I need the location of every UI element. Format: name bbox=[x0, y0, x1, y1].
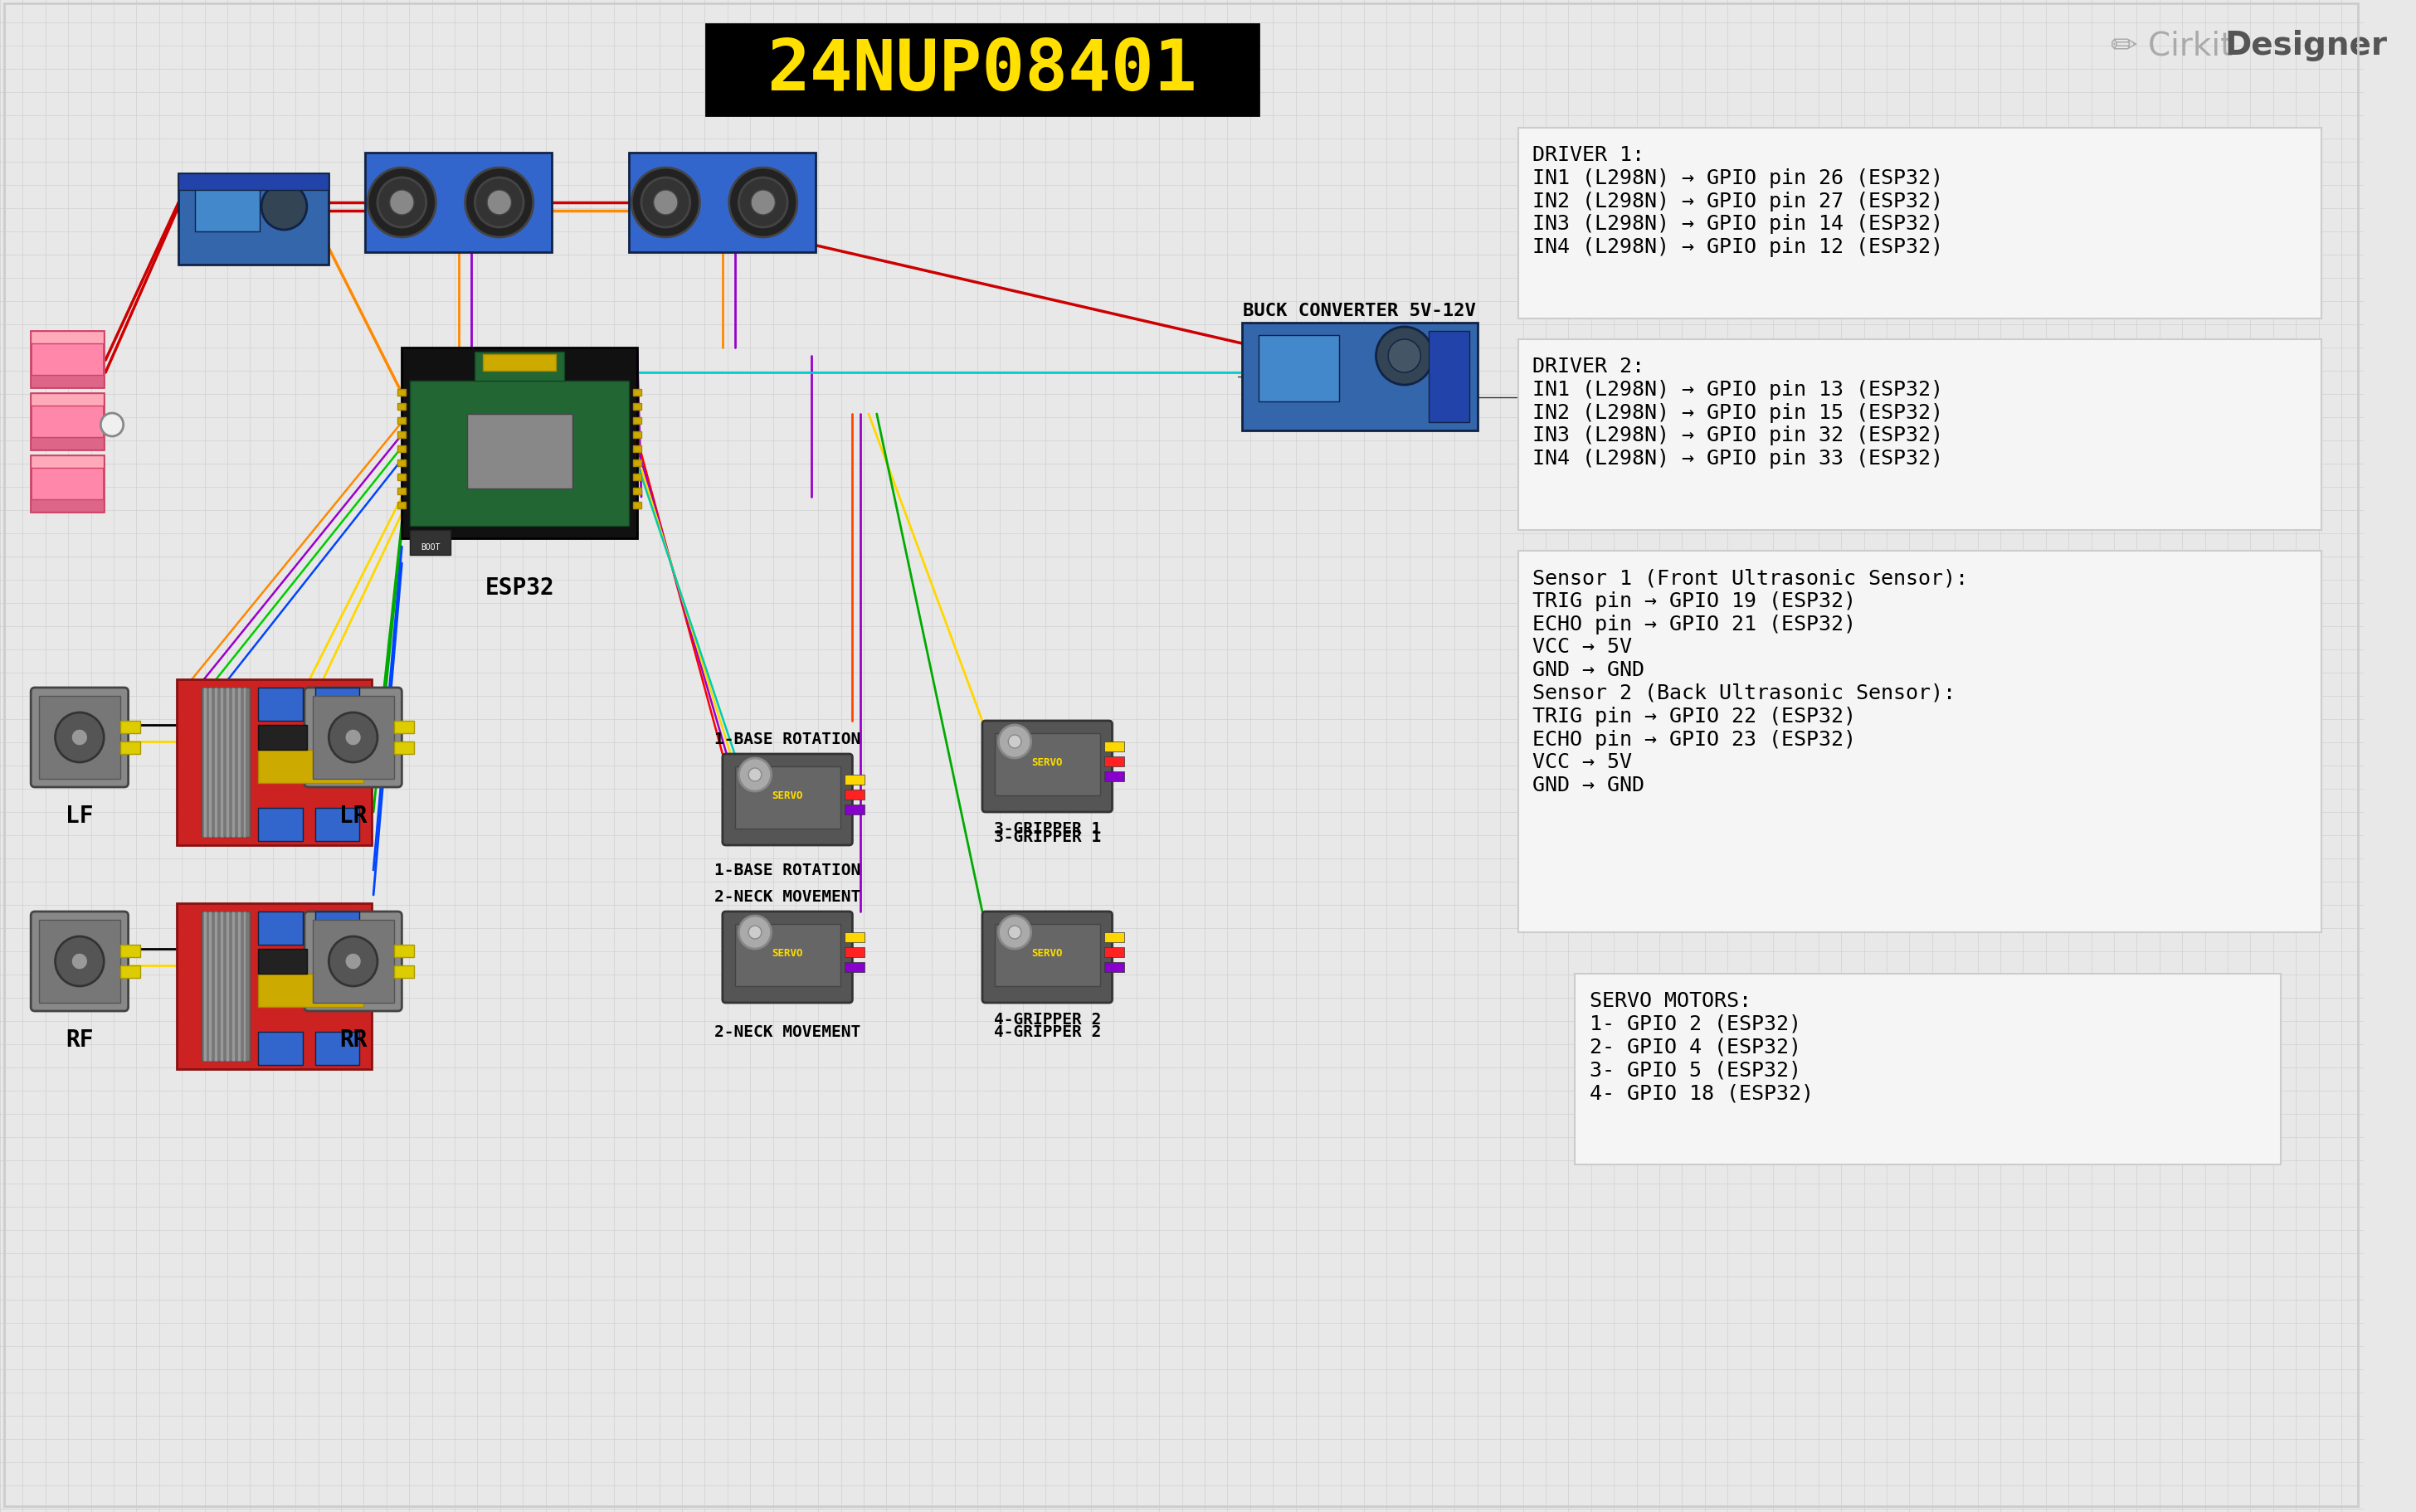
Bar bbox=[1259, 336, 1338, 402]
Bar bbox=[1104, 742, 1123, 751]
Bar bbox=[208, 688, 213, 838]
Circle shape bbox=[345, 953, 362, 969]
Bar bbox=[1517, 552, 2322, 933]
Bar bbox=[633, 488, 640, 494]
Bar bbox=[121, 966, 140, 978]
Bar bbox=[31, 393, 104, 407]
Bar bbox=[399, 460, 406, 467]
Bar bbox=[237, 912, 239, 1061]
Bar bbox=[1428, 331, 1469, 423]
Bar bbox=[31, 393, 104, 451]
Text: SERVO MOTORS:
1- GPIO 2 (ESP32)
2- GPIO 4 (ESP32)
3- GPIO 5 (ESP32)
4- GPIO 18 (: SERVO MOTORS: 1- GPIO 2 (ESP32) 2- GPIO … bbox=[1590, 990, 1814, 1102]
Bar bbox=[1517, 340, 2322, 531]
Text: 4-GRIPPER 2: 4-GRIPPER 2 bbox=[993, 1024, 1102, 1040]
Circle shape bbox=[377, 178, 425, 228]
Bar bbox=[203, 688, 205, 838]
Bar bbox=[259, 809, 302, 841]
Circle shape bbox=[488, 191, 512, 216]
Bar bbox=[215, 688, 217, 838]
Circle shape bbox=[367, 168, 435, 237]
Bar bbox=[1517, 129, 2322, 319]
Circle shape bbox=[739, 916, 771, 950]
Bar bbox=[259, 974, 365, 1007]
Bar bbox=[121, 945, 140, 957]
Bar bbox=[259, 950, 307, 974]
Bar bbox=[259, 912, 302, 945]
Text: 24NUP08401: 24NUP08401 bbox=[768, 36, 1198, 104]
Bar bbox=[259, 688, 302, 721]
Bar bbox=[1104, 948, 1123, 957]
Bar bbox=[411, 531, 449, 555]
Bar bbox=[220, 688, 222, 838]
Bar bbox=[31, 437, 104, 451]
Text: 1-BASE ROTATION: 1-BASE ROTATION bbox=[715, 862, 860, 878]
Bar bbox=[232, 912, 234, 1061]
Bar bbox=[633, 417, 640, 425]
Circle shape bbox=[72, 953, 87, 969]
Bar bbox=[31, 375, 104, 389]
Bar bbox=[215, 912, 217, 1061]
Circle shape bbox=[329, 712, 377, 762]
Bar bbox=[394, 966, 413, 978]
Bar bbox=[314, 809, 360, 841]
Bar bbox=[394, 742, 413, 754]
Bar bbox=[399, 432, 406, 438]
FancyBboxPatch shape bbox=[31, 912, 128, 1012]
Bar bbox=[314, 1033, 360, 1064]
Circle shape bbox=[739, 178, 788, 228]
Bar bbox=[208, 912, 213, 1061]
Bar bbox=[466, 414, 573, 488]
Bar bbox=[734, 924, 841, 986]
Bar bbox=[121, 742, 140, 754]
Text: DRIVER 1:
IN1 (L298N) → GPIO pin 26 (ESP32)
IN2 (L298N) → GPIO pin 27 (ESP32)
IN: DRIVER 1: IN1 (L298N) → GPIO pin 26 (ESP… bbox=[1532, 145, 1942, 257]
Bar bbox=[39, 697, 121, 779]
Circle shape bbox=[329, 937, 377, 986]
Text: Sensor 1 (Front Ultrasonic Sensor):
TRIG pin → GPIO 19 (ESP32)
ECHO pin → GPIO 2: Sensor 1 (Front Ultrasonic Sensor): TRIG… bbox=[1532, 569, 1969, 795]
Bar bbox=[399, 488, 406, 494]
Bar bbox=[995, 924, 1099, 986]
FancyBboxPatch shape bbox=[31, 688, 128, 788]
Bar bbox=[259, 750, 365, 783]
Circle shape bbox=[466, 168, 534, 237]
Bar bbox=[633, 390, 640, 396]
Circle shape bbox=[998, 916, 1032, 950]
Circle shape bbox=[751, 191, 776, 216]
Bar bbox=[365, 153, 551, 253]
Bar bbox=[843, 776, 865, 785]
FancyBboxPatch shape bbox=[722, 912, 853, 1002]
Bar bbox=[843, 948, 865, 957]
Bar bbox=[394, 945, 413, 957]
Bar bbox=[1104, 933, 1123, 942]
Bar bbox=[121, 721, 140, 733]
Bar bbox=[843, 804, 865, 815]
Bar bbox=[843, 963, 865, 972]
Bar bbox=[1242, 324, 1479, 431]
Text: SERVO: SERVO bbox=[1032, 948, 1063, 959]
Bar bbox=[628, 153, 817, 253]
Text: 1-BASE ROTATION: 1-BASE ROTATION bbox=[715, 732, 860, 747]
Circle shape bbox=[631, 168, 701, 237]
Bar bbox=[705, 24, 1259, 116]
Bar bbox=[633, 460, 640, 467]
Bar bbox=[237, 688, 239, 838]
Bar bbox=[411, 381, 628, 526]
Circle shape bbox=[476, 178, 524, 228]
Bar bbox=[483, 355, 556, 372]
Bar bbox=[179, 174, 329, 191]
Bar bbox=[259, 1033, 302, 1064]
Bar bbox=[1104, 963, 1123, 972]
Bar bbox=[633, 502, 640, 510]
Bar bbox=[399, 502, 406, 510]
Text: Designer: Designer bbox=[2225, 30, 2387, 62]
FancyBboxPatch shape bbox=[304, 912, 401, 1012]
Text: LF: LF bbox=[65, 804, 94, 827]
Circle shape bbox=[345, 729, 362, 745]
FancyBboxPatch shape bbox=[983, 912, 1111, 1002]
Bar bbox=[31, 500, 104, 513]
Text: ✏ Cirkit: ✏ Cirkit bbox=[2112, 30, 2242, 62]
Text: SERVO: SERVO bbox=[771, 791, 802, 801]
Bar bbox=[176, 904, 372, 1069]
Bar bbox=[31, 331, 104, 345]
Text: 4-GRIPPER 2: 4-GRIPPER 2 bbox=[993, 1012, 1102, 1027]
Circle shape bbox=[56, 712, 104, 762]
